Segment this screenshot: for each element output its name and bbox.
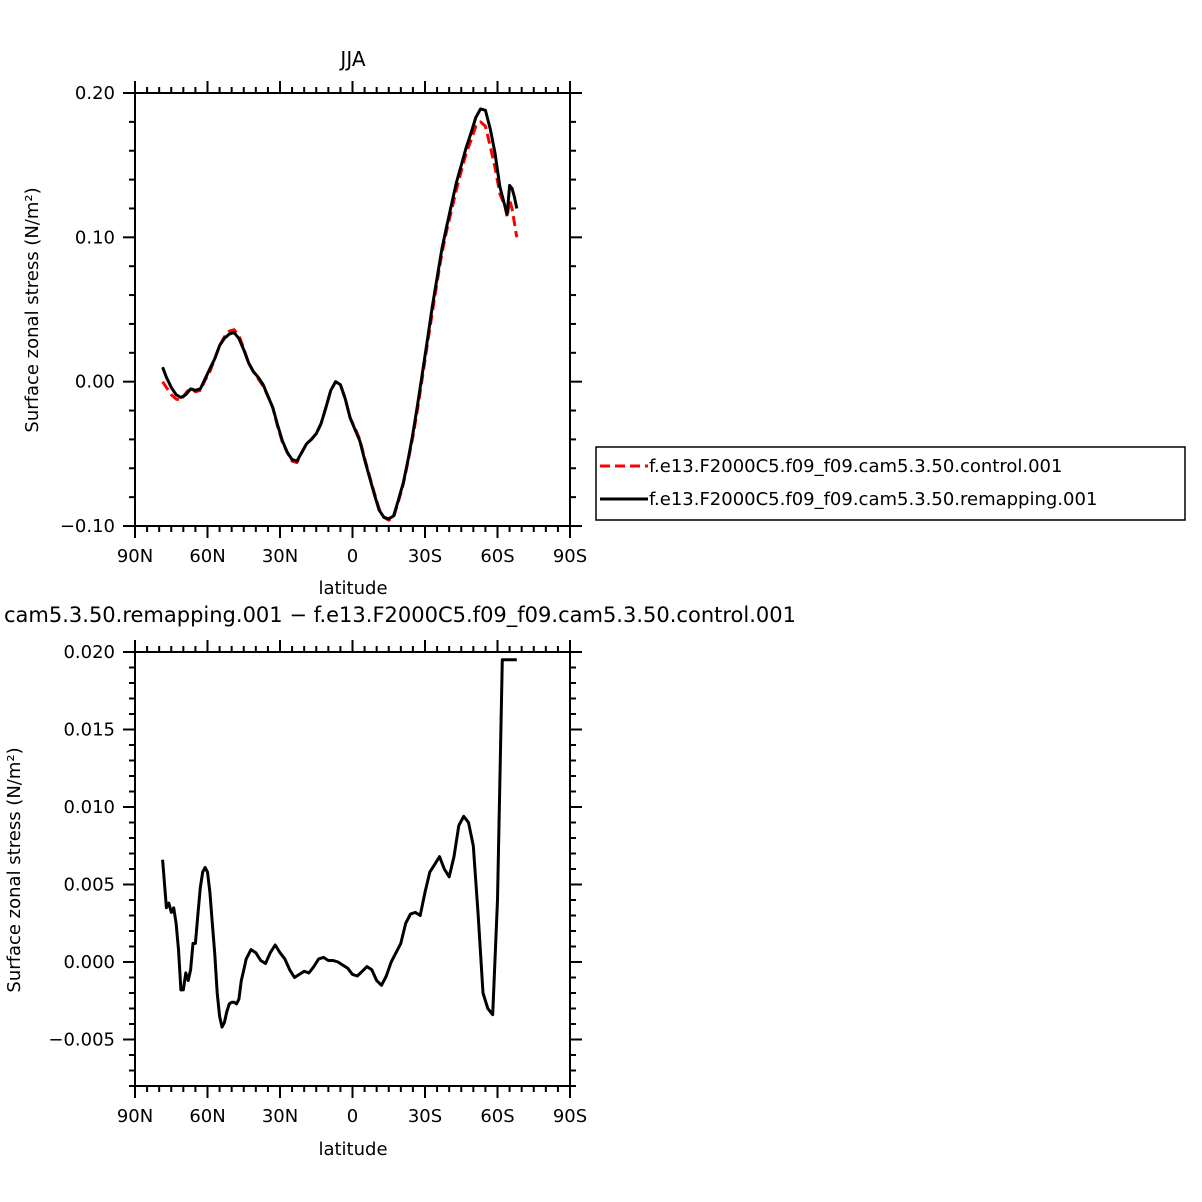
legend-label-remapping: f.e13.F2000C5.f09_f09.cam5.3.50.remappin… bbox=[649, 489, 1097, 510]
bottom-x-axis-label: latitude bbox=[318, 1139, 387, 1160]
legend-label-control: f.e13.F2000C5.f09_f09.cam5.3.50.control.… bbox=[649, 456, 1062, 477]
bottom-x-tick-label: 90S bbox=[553, 1106, 587, 1127]
top-title: JJA bbox=[338, 47, 365, 71]
top-series bbox=[161, 107, 519, 522]
bottom-series bbox=[161, 658, 517, 1029]
top-y-axis-label: Surface zonal stress (N/m²) bbox=[22, 187, 43, 432]
bottom-panel: cam5.3.50.remapping.001 − f.e13.F2000C5.… bbox=[4, 603, 796, 1160]
bottom-title: cam5.3.50.remapping.001 − f.e13.F2000C5.… bbox=[4, 603, 796, 628]
bottom-y-tick-label: 0.015 bbox=[63, 720, 115, 741]
top-x-tick-label: 30S bbox=[408, 546, 442, 567]
top-x-tick-label: 60S bbox=[480, 546, 514, 567]
top-panel: JJA 90N 60N 30N 0 30S 60S 90S 0.20 0.10 0.00 −0.10… bbox=[22, 47, 587, 599]
legend: f.e13.F2000C5.f09_f09.cam5.3.50.control.… bbox=[595, 446, 1186, 521]
bottom-x-tick-label: 30N bbox=[262, 1106, 298, 1127]
legend-box bbox=[595, 446, 1186, 521]
bottom-y-tick-label: −0.005 bbox=[48, 1030, 115, 1051]
top-y-tick-label: 0.00 bbox=[75, 372, 115, 393]
bottom-gridticks: 90N 60N 30N 0 30S 60S 90S 0.020 0.015 0.010 0.005 0… bbox=[48, 640, 587, 1127]
top-gridticks: 90N 60N 30N 0 30S 60S 90S 0.20 0.10 0.00 −0.10 bbox=[60, 81, 587, 567]
bottom-x-tick-label: 60S bbox=[480, 1106, 514, 1127]
top-y-tick-label: 0.20 bbox=[75, 83, 115, 104]
top-series-line-control bbox=[161, 120, 519, 522]
bottom-y-tick-label: 0.000 bbox=[63, 952, 115, 973]
bottom-y-tick-label: 0.010 bbox=[63, 797, 115, 818]
bottom-y-axis-label: Surface zonal stress (N/m²) bbox=[4, 747, 25, 992]
bottom-x-tick-label: 0 bbox=[347, 1106, 358, 1127]
bottom-series-line-difference bbox=[161, 658, 517, 1029]
top-x-tick-label: 60N bbox=[189, 546, 225, 567]
top-x-tick-label: 0 bbox=[347, 546, 358, 567]
top-y-tick-label: 0.10 bbox=[75, 227, 115, 248]
top-x-tick-label: 90N bbox=[117, 546, 153, 567]
bottom-x-tick-label: 60N bbox=[189, 1106, 225, 1127]
top-plot-frame bbox=[134, 92, 571, 527]
bottom-x-tick-label: 90N bbox=[117, 1106, 153, 1127]
top-y-tick-label: −0.10 bbox=[60, 516, 115, 537]
top-series-line-remapping bbox=[161, 107, 519, 521]
bottom-x-tick-label: 30S bbox=[408, 1106, 442, 1127]
top-x-tick-label: 30N bbox=[262, 546, 298, 567]
bottom-plot-frame bbox=[134, 651, 571, 1087]
bottom-y-tick-label: 0.005 bbox=[63, 875, 115, 896]
bottom-y-tick-label: 0.020 bbox=[63, 642, 115, 663]
top-x-axis-label: latitude bbox=[318, 578, 387, 599]
top-x-tick-label: 90S bbox=[553, 546, 587, 567]
